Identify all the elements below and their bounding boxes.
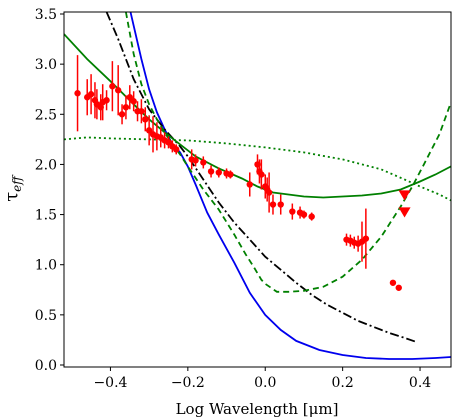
- upper-limit-marker: [398, 207, 411, 218]
- data-point: [126, 94, 133, 101]
- data-point: [192, 157, 199, 164]
- x-tick-label: −0.4: [93, 375, 127, 391]
- data-point: [395, 284, 402, 291]
- data-point: [87, 91, 95, 98]
- data-point: [118, 111, 126, 118]
- y-tick-label: 1.5: [35, 208, 57, 224]
- x-tick-label: −0.2: [171, 375, 205, 391]
- data-point: [269, 201, 277, 208]
- data-point: [109, 83, 116, 90]
- y-tick-label: 3.5: [35, 7, 57, 23]
- y-tick-label: 3.0: [35, 57, 57, 73]
- x-tick-label: 0.2: [332, 375, 354, 391]
- y-tick-label: 1.0: [35, 258, 57, 274]
- x-tick-label: 0.4: [409, 375, 431, 391]
- data-point: [277, 201, 284, 208]
- data-point: [165, 139, 172, 146]
- plot-frame: [63, 11, 452, 368]
- data-point: [308, 213, 315, 220]
- data-point: [265, 189, 273, 196]
- x-axis-label: Log Wavelength [μm]: [176, 400, 339, 418]
- y-axis-label: τeff: [1, 174, 24, 202]
- data-point: [173, 146, 180, 153]
- y-tick-label: 2.5: [35, 107, 57, 123]
- data-point: [130, 98, 137, 105]
- data-point: [362, 235, 370, 242]
- data-point: [122, 104, 130, 111]
- data-point: [227, 171, 234, 178]
- series-layer: [64, 12, 451, 360]
- y-tick-label: 0.5: [35, 308, 57, 324]
- x-axis: −0.4 −0.2 0.0 0.2 0.4: [93, 367, 431, 391]
- data-point: [74, 90, 81, 97]
- data-point: [200, 159, 207, 166]
- data-point: [258, 171, 265, 178]
- x-tick-label: 0.0: [254, 375, 276, 391]
- data-point: [389, 279, 397, 286]
- model-curve-4: [64, 136, 451, 202]
- upper-limit-marker: [398, 190, 411, 201]
- data-point: [215, 169, 222, 176]
- y-axis-label-subscript: eff: [10, 174, 24, 192]
- model-curve-0: [129, 12, 451, 360]
- y-axis-label-main: τ: [1, 192, 22, 202]
- data-point: [138, 108, 145, 115]
- y-tick-label: 2.0: [35, 157, 57, 173]
- data-point: [142, 116, 149, 123]
- data-point: [300, 211, 308, 218]
- y-axis: 0.0 0.5 1.0 1.5 2.0 2.5 3.0 3.5: [35, 7, 64, 374]
- y-tick-label: 0.0: [35, 358, 57, 374]
- model-curve-1: [105, 12, 417, 343]
- data-point: [103, 97, 110, 104]
- data-point: [246, 181, 253, 188]
- data-point: [114, 87, 122, 94]
- data-point: [145, 127, 153, 134]
- data-point: [289, 208, 296, 215]
- data-point: [207, 168, 215, 175]
